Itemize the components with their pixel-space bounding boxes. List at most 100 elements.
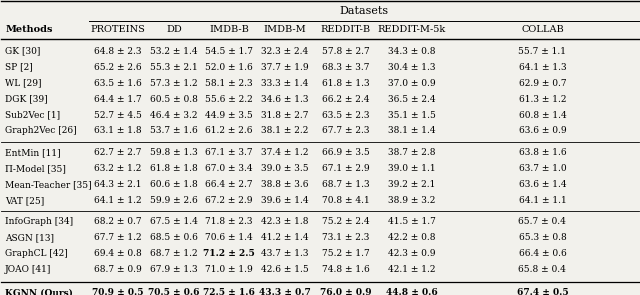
Text: IMDB-B: IMDB-B [209, 25, 249, 34]
Text: 66.4 ± 0.6: 66.4 ± 0.6 [518, 249, 566, 258]
Text: 42.2 ± 0.8: 42.2 ± 0.8 [388, 233, 435, 242]
Text: 70.9 ± 0.5: 70.9 ± 0.5 [92, 288, 144, 295]
Text: 53.7 ± 1.6: 53.7 ± 1.6 [150, 127, 198, 135]
Text: Methods: Methods [5, 25, 52, 34]
Text: 33.3 ± 1.4: 33.3 ± 1.4 [261, 79, 308, 88]
Text: 64.8 ± 2.3: 64.8 ± 2.3 [94, 47, 141, 56]
Text: 72.5 ± 1.6: 72.5 ± 1.6 [203, 288, 255, 295]
Text: 64.4 ± 1.7: 64.4 ± 1.7 [94, 95, 142, 104]
Text: 70.8 ± 4.1: 70.8 ± 4.1 [322, 196, 369, 205]
Text: 68.2 ± 0.7: 68.2 ± 0.7 [94, 217, 142, 226]
Text: 42.6 ± 1.5: 42.6 ± 1.5 [261, 265, 309, 274]
Text: 63.2 ± 1.2: 63.2 ± 1.2 [94, 164, 141, 173]
Text: 42.1 ± 1.2: 42.1 ± 1.2 [388, 265, 435, 274]
Text: 71.2 ± 2.5: 71.2 ± 2.5 [203, 249, 255, 258]
Text: 55.6 ± 2.2: 55.6 ± 2.2 [205, 95, 253, 104]
Text: 55.7 ± 1.1: 55.7 ± 1.1 [518, 47, 566, 56]
Text: 65.3 ± 0.8: 65.3 ± 0.8 [518, 233, 566, 242]
Text: 75.2 ± 1.7: 75.2 ± 1.7 [322, 249, 369, 258]
Text: 54.5 ± 1.7: 54.5 ± 1.7 [205, 47, 253, 56]
Text: 65.7 ± 0.4: 65.7 ± 0.4 [518, 217, 566, 226]
Text: PROTEINS: PROTEINS [91, 25, 145, 34]
Text: 31.8 ± 2.7: 31.8 ± 2.7 [261, 111, 308, 119]
Text: 43.3 ± 0.7: 43.3 ± 0.7 [259, 288, 311, 295]
Text: 57.3 ± 1.2: 57.3 ± 1.2 [150, 79, 198, 88]
Text: 42.3 ± 1.8: 42.3 ± 1.8 [261, 217, 308, 226]
Text: 35.1 ± 1.5: 35.1 ± 1.5 [388, 111, 436, 119]
Text: REDDIT-B: REDDIT-B [321, 25, 371, 34]
Text: 67.2 ± 2.9: 67.2 ± 2.9 [205, 196, 253, 205]
Text: IMDB-M: IMDB-M [264, 25, 307, 34]
Text: 65.2 ± 2.6: 65.2 ± 2.6 [94, 63, 142, 72]
Text: 67.0 ± 3.4: 67.0 ± 3.4 [205, 164, 253, 173]
Text: 38.7 ± 2.8: 38.7 ± 2.8 [388, 148, 435, 157]
Text: 52.7 ± 4.5: 52.7 ± 4.5 [94, 111, 142, 119]
Text: 59.8 ± 1.3: 59.8 ± 1.3 [150, 148, 198, 157]
Text: DD: DD [166, 25, 182, 34]
Text: 52.0 ± 1.6: 52.0 ± 1.6 [205, 63, 253, 72]
Text: 74.8 ± 1.6: 74.8 ± 1.6 [322, 265, 369, 274]
Text: 63.5 ± 1.6: 63.5 ± 1.6 [94, 79, 142, 88]
Text: KGNN (Ours): KGNN (Ours) [5, 288, 73, 295]
Text: 59.9 ± 2.6: 59.9 ± 2.6 [150, 196, 198, 205]
Text: 41.2 ± 1.4: 41.2 ± 1.4 [261, 233, 308, 242]
Text: SP [2]: SP [2] [5, 63, 33, 72]
Text: ASGN [13]: ASGN [13] [5, 233, 54, 242]
Text: GraphCL [42]: GraphCL [42] [5, 249, 68, 258]
Text: 73.1 ± 2.3: 73.1 ± 2.3 [322, 233, 369, 242]
Text: 66.4 ± 2.7: 66.4 ± 2.7 [205, 180, 253, 189]
Text: 37.0 ± 0.9: 37.0 ± 0.9 [388, 79, 436, 88]
Text: REDDIT-M-5k: REDDIT-M-5k [378, 25, 446, 34]
Text: 68.5 ± 0.6: 68.5 ± 0.6 [150, 233, 198, 242]
Text: WL [29]: WL [29] [5, 79, 42, 88]
Text: VAT [25]: VAT [25] [5, 196, 44, 205]
Text: COLLAB: COLLAB [521, 25, 564, 34]
Text: 58.1 ± 2.3: 58.1 ± 2.3 [205, 79, 253, 88]
Text: 38.1 ± 1.4: 38.1 ± 1.4 [388, 127, 436, 135]
Text: 76.0 ± 0.9: 76.0 ± 0.9 [319, 288, 371, 295]
Text: 43.7 ± 1.3: 43.7 ± 1.3 [261, 249, 308, 258]
Text: 64.1 ± 1.3: 64.1 ± 1.3 [518, 63, 566, 72]
Text: 30.4 ± 1.3: 30.4 ± 1.3 [388, 63, 435, 72]
Text: 60.5 ± 0.8: 60.5 ± 0.8 [150, 95, 198, 104]
Text: 68.3 ± 3.7: 68.3 ± 3.7 [322, 63, 369, 72]
Text: 62.9 ± 0.7: 62.9 ± 0.7 [518, 79, 566, 88]
Text: 39.2 ± 2.1: 39.2 ± 2.1 [388, 180, 435, 189]
Text: 64.1 ± 1.2: 64.1 ± 1.2 [94, 196, 142, 205]
Text: 66.2 ± 2.4: 66.2 ± 2.4 [322, 95, 369, 104]
Text: 37.7 ± 1.9: 37.7 ± 1.9 [261, 63, 308, 72]
Text: 67.9 ± 1.3: 67.9 ± 1.3 [150, 265, 198, 274]
Text: Datasets: Datasets [339, 6, 388, 16]
Text: 34.6 ± 1.3: 34.6 ± 1.3 [261, 95, 308, 104]
Text: 39.0 ± 3.5: 39.0 ± 3.5 [261, 164, 308, 173]
Text: 37.4 ± 1.2: 37.4 ± 1.2 [261, 148, 308, 157]
Text: 63.6 ± 1.4: 63.6 ± 1.4 [518, 180, 566, 189]
Text: 38.8 ± 3.6: 38.8 ± 3.6 [261, 180, 308, 189]
Text: 55.3 ± 2.1: 55.3 ± 2.1 [150, 63, 198, 72]
Text: 60.6 ± 1.8: 60.6 ± 1.8 [150, 180, 198, 189]
Text: EntMin [11]: EntMin [11] [5, 148, 61, 157]
Text: 67.7 ± 1.2: 67.7 ± 1.2 [94, 233, 142, 242]
Text: Π-Model [35]: Π-Model [35] [5, 164, 66, 173]
Text: 75.2 ± 2.4: 75.2 ± 2.4 [322, 217, 369, 226]
Text: 66.9 ± 3.5: 66.9 ± 3.5 [322, 148, 369, 157]
Text: 70.5 ± 0.6: 70.5 ± 0.6 [148, 288, 200, 295]
Text: 62.7 ± 2.7: 62.7 ± 2.7 [94, 148, 141, 157]
Text: 39.6 ± 1.4: 39.6 ± 1.4 [261, 196, 308, 205]
Text: 53.2 ± 1.4: 53.2 ± 1.4 [150, 47, 198, 56]
Text: 38.1 ± 2.2: 38.1 ± 2.2 [261, 127, 308, 135]
Text: 57.8 ± 2.7: 57.8 ± 2.7 [322, 47, 369, 56]
Text: 61.8 ± 1.8: 61.8 ± 1.8 [150, 164, 198, 173]
Text: DGK [39]: DGK [39] [5, 95, 48, 104]
Text: 36.5 ± 2.4: 36.5 ± 2.4 [388, 95, 436, 104]
Text: 38.9 ± 3.2: 38.9 ± 3.2 [388, 196, 435, 205]
Text: 71.0 ± 1.9: 71.0 ± 1.9 [205, 265, 253, 274]
Text: 44.8 ± 0.6: 44.8 ± 0.6 [386, 288, 438, 295]
Text: Sub2Vec [1]: Sub2Vec [1] [5, 111, 60, 119]
Text: 67.7 ± 2.3: 67.7 ± 2.3 [322, 127, 369, 135]
Text: 32.3 ± 2.4: 32.3 ± 2.4 [261, 47, 308, 56]
Text: 70.6 ± 1.4: 70.6 ± 1.4 [205, 233, 253, 242]
Text: GK [30]: GK [30] [5, 47, 40, 56]
Text: 68.7 ± 0.9: 68.7 ± 0.9 [94, 265, 142, 274]
Text: 63.1 ± 1.8: 63.1 ± 1.8 [94, 127, 142, 135]
